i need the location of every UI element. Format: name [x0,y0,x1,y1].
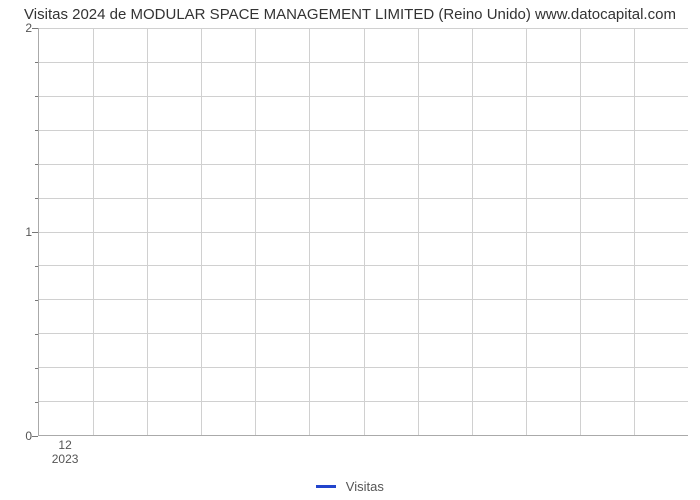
gridline-vertical [634,28,635,435]
x-axis: 122023 [38,436,688,456]
y-tick-label: 2 [25,21,32,35]
gridline-vertical [472,28,473,435]
legend-label: Visitas [346,479,384,494]
chart-title: Visitas 2024 de MODULAR SPACE MANAGEMENT… [0,0,700,27]
plot-area [38,28,688,436]
gridline-vertical [147,28,148,435]
gridline-vertical [309,28,310,435]
y-axis: 012 [0,28,38,436]
y-tick-label: 0 [25,429,32,443]
chart-container: Visitas 2024 de MODULAR SPACE MANAGEMENT… [0,0,700,500]
gridline-vertical [580,28,581,435]
x-year-sublabel: 2023 [52,452,79,466]
y-tick-label: 1 [25,225,32,239]
gridline-vertical [255,28,256,435]
legend-swatch [316,485,336,488]
gridline-vertical [364,28,365,435]
gridline-vertical [418,28,419,435]
legend: Visitas [0,478,700,494]
gridline-vertical [201,28,202,435]
gridline-vertical [526,28,527,435]
chart-area: 012 122023 [0,28,700,456]
x-tick-label: 12 [58,438,71,452]
gridline-vertical [93,28,94,435]
